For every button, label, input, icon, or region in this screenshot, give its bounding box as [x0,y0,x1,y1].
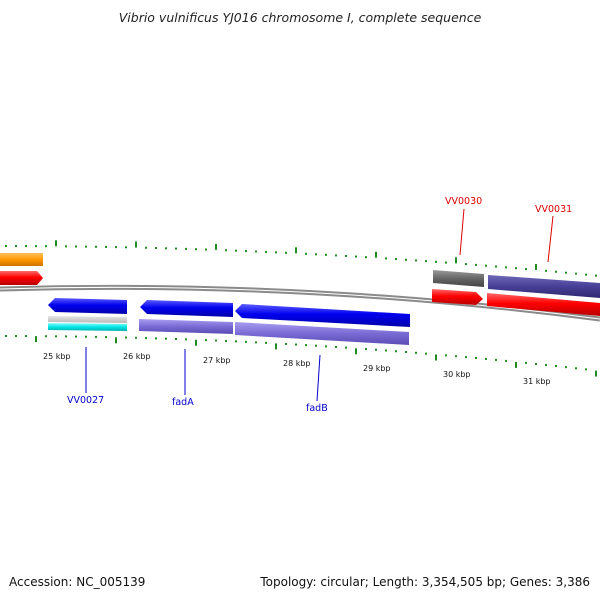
gene-vv0027-grey [48,316,127,323]
vv0030-leader-line [459,208,465,256]
gene-label-vv0027[interactable]: VV0027 [67,395,104,406]
genome-summary-text: Topology: circular; Length: 3,354,505 bp… [260,575,590,589]
accession-text: Accession: NC_005139 [9,575,146,589]
inner-tick-marks [5,335,597,377]
gene-vv0027-arrow[interactable] [48,298,127,314]
gene-fadb-arrow[interactable] [235,304,410,327]
scale-tick-label: 28 kbp [283,359,311,368]
scale-tick-label: 27 kbp [203,356,231,365]
vv0031-leader-line [547,215,554,263]
gene-vv0030-arrow[interactable] [432,289,483,305]
scale-tick-label: 26 kbp [123,352,151,361]
gene-label-vv0031[interactable]: VV0031 [535,204,572,215]
orange-feature[interactable] [0,253,43,266]
scale-tick-label: 25 kbp [43,352,71,361]
scale-tick-label: 29 kbp [363,364,391,373]
fadb-leader-line [316,354,321,402]
gene-fada-cds[interactable] [139,319,233,334]
scale-tick-label: 30 kbp [443,370,471,379]
gene-label-vv0030[interactable]: VV0030 [445,196,482,207]
gene-fadb-cds[interactable] [235,322,409,345]
outer-tick-marks [5,240,597,277]
scale-tick-label: 31 kbp [523,377,551,386]
gene-vv0031-cds[interactable] [488,275,600,298]
gene-vv0030-grey[interactable] [433,270,484,287]
gene-vv0027-cyan[interactable] [48,323,127,331]
gene-fada-arrow[interactable] [140,300,233,317]
map-title: Vibrio vulnificus YJ016 chromosome I, co… [118,10,482,25]
red-gene-left[interactable] [0,271,43,285]
gene-vv0031-arrow[interactable] [487,293,600,316]
gene-label-fadb[interactable]: fadB [306,403,328,414]
gene-label-fada[interactable]: fadA [172,397,194,408]
